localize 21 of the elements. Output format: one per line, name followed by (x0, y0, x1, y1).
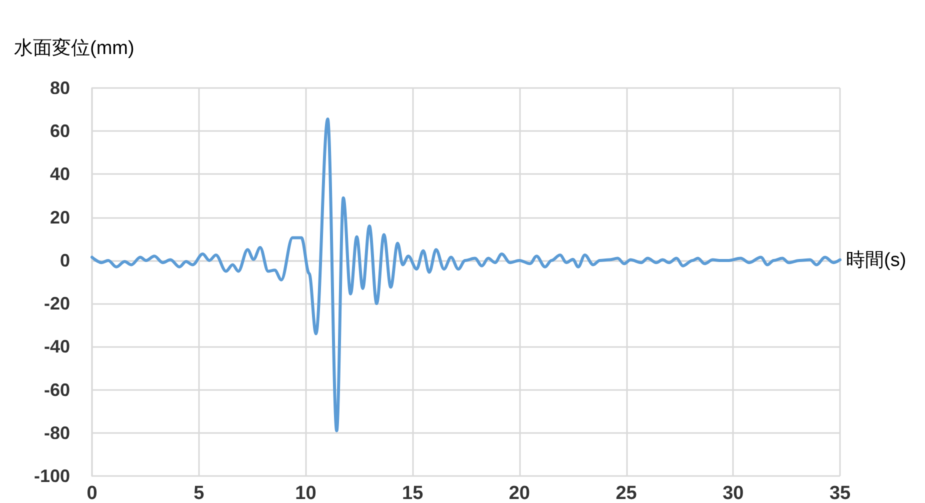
x-tick-label: 10 (295, 483, 316, 503)
x-tick-label: 30 (722, 483, 744, 503)
y-tick-label: -100 (34, 466, 70, 486)
x-tick-label: 25 (616, 483, 638, 503)
x-tick-label: 5 (194, 483, 205, 503)
x-tick-label: 15 (402, 483, 424, 503)
y-tick-label: 20 (50, 207, 70, 228)
y-tick-label: -80 (44, 422, 70, 443)
x-tick-label: 35 (829, 483, 851, 503)
x-axis-title: 時間(s) (846, 250, 906, 271)
y-tick-label: -40 (44, 336, 70, 357)
x-tick-label: 0 (86, 483, 98, 503)
y-tick-label: 60 (50, 121, 70, 142)
y-tick-label: 80 (50, 78, 70, 98)
y-axis-title: 水面変位(mm) (14, 37, 134, 59)
y-tick-label: 0 (60, 250, 70, 270)
x-tick-label: 20 (508, 483, 530, 503)
y-tick-label: 40 (50, 164, 70, 184)
line-series (90, 118, 842, 432)
y-tick-label: -60 (44, 380, 70, 400)
y-tick-label: -20 (44, 294, 70, 314)
